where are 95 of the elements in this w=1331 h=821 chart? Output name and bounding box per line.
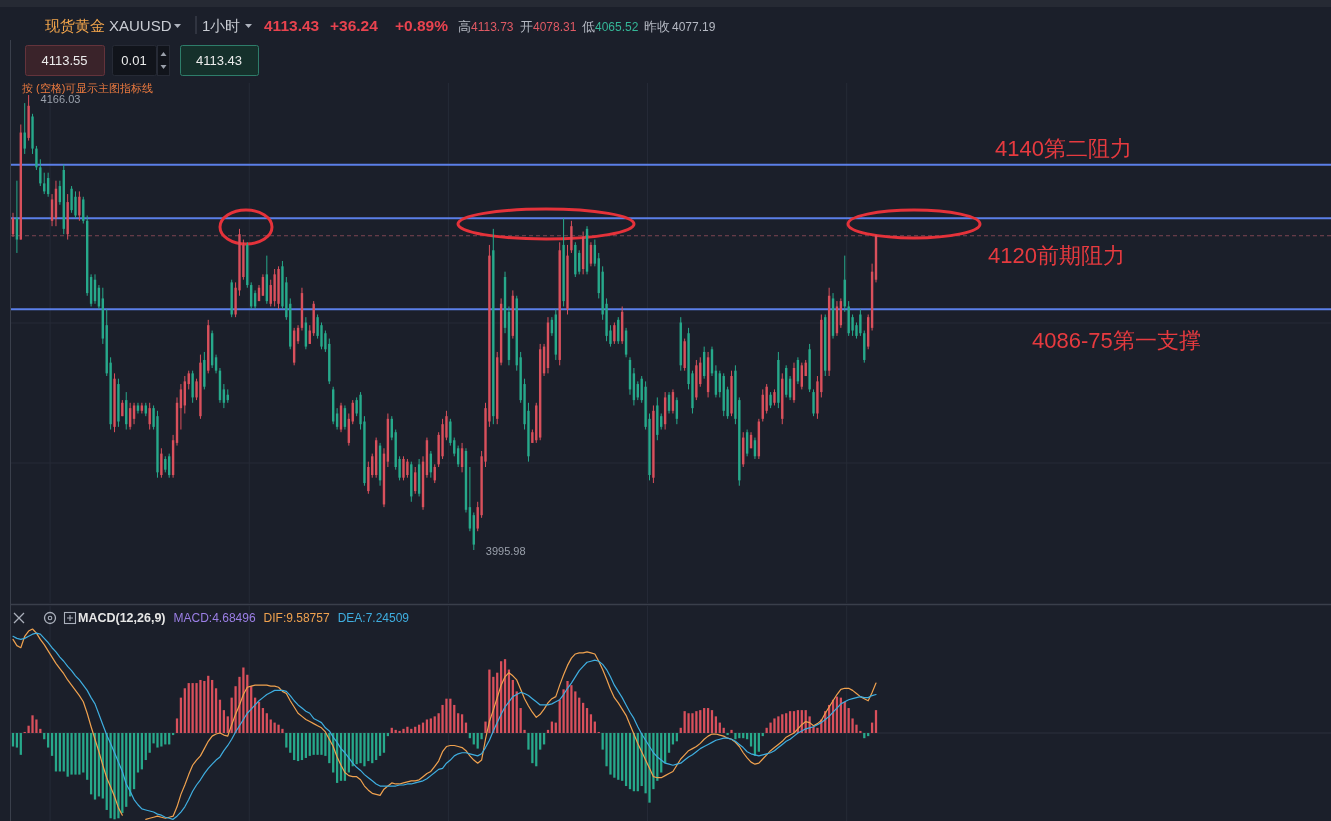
bar [687,713,690,733]
bar [445,698,448,733]
text: 4113.43 [264,17,320,34]
text: DIF:9.58757 [263,611,330,625]
bar [74,733,77,775]
bar [769,722,772,733]
bar [476,733,479,749]
text: 按 (空格)可显示主图指标线 [22,82,154,94]
bar [316,733,319,755]
candlestick [78,190,81,222]
candlestick [39,158,42,187]
bar [15,733,19,748]
bar [691,713,694,733]
button-label: 0.01 [121,52,147,68]
bar [695,711,698,733]
text: 4077.19 [672,20,716,34]
candlestick [613,322,616,345]
bar [757,733,760,752]
candlestick [35,145,38,171]
bar [320,733,323,755]
bar [730,729,733,733]
bar [460,714,464,733]
candlestick [70,185,73,214]
bar [199,679,202,733]
bar [35,719,38,733]
bar [281,728,284,733]
bar [113,733,116,820]
text: MACD:4.68496 [173,611,256,625]
bar [773,718,776,733]
bar [425,719,429,733]
bar [70,733,73,775]
bar [117,733,120,819]
ref-line-label: 4120前期阻力 [988,243,1125,269]
bar [156,733,159,748]
bar [781,714,784,733]
bar [242,667,245,733]
bar [589,714,593,733]
text: DEA:7.24509 [337,611,410,625]
bar [726,733,729,736]
text: 4065.52 [595,20,639,34]
bar [429,718,432,733]
bar [749,733,753,747]
text: 1小时 [202,17,241,34]
bar [359,733,362,764]
bar [175,718,179,733]
bar [398,730,401,733]
bar [78,733,81,775]
bar [160,733,163,747]
text: 4113.73 [471,20,514,34]
candlestick [859,308,862,337]
annotation: 4166.03 [40,93,81,105]
bar [277,724,280,733]
ref-line-label: 4140第二阻力 [995,135,1132,161]
text: 4078.31 [533,20,577,34]
bar [195,683,198,733]
button-label: 4113.55 [41,52,88,68]
annotation: 3995.98 [485,545,526,557]
text: +36.24 [330,17,379,34]
bar [312,733,315,755]
bar [734,733,737,740]
bar [570,685,573,733]
bar [285,733,288,748]
candlestick [406,458,409,479]
bar [777,716,780,733]
candlestick [160,447,163,479]
candlestick [74,190,77,219]
bar [269,719,272,733]
bar [363,733,366,767]
text: +0.89% [395,17,449,34]
text: 高 [458,19,471,34]
chart-title: 现货黄金 [45,17,105,34]
bar [109,733,112,819]
bar [31,715,34,733]
candlestick [402,455,405,481]
chart-title: MACD(12,26,9) [78,611,166,625]
button-label: 4113.43 [196,52,242,68]
bar [488,669,491,733]
bar [406,726,409,733]
text: 昨收 [644,19,670,34]
bar [47,733,50,748]
text: 低 [582,19,595,34]
ref-line-label: 4086-75第一支撑 [1032,328,1201,354]
bar [683,711,686,733]
chart-subtitle: XAUUSD [109,17,172,34]
bar [19,733,22,755]
bar [609,733,612,775]
candlestick [812,388,815,417]
bar [11,733,15,747]
text: 开 [520,19,533,34]
bar [788,711,792,733]
candlestick [148,402,151,431]
bar [648,733,651,803]
bar [402,728,405,733]
bar [191,683,194,733]
bar [566,681,569,733]
